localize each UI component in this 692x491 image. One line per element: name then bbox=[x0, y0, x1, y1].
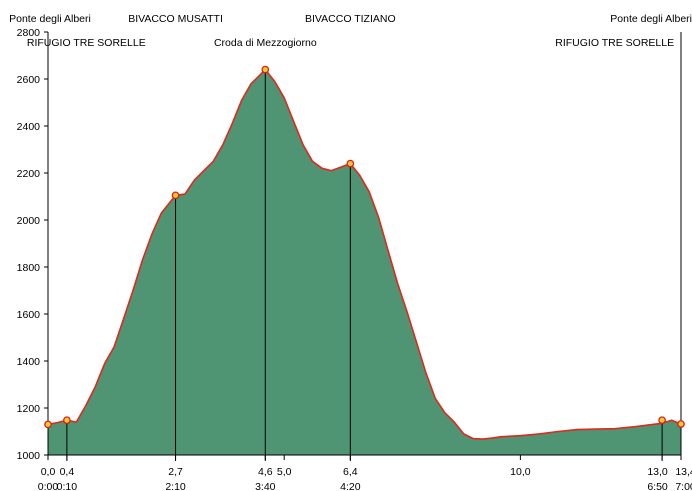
waypoint-marker bbox=[63, 416, 71, 425]
waypoint-marker bbox=[261, 65, 270, 74]
waypoint-name-label: BIVACCO MUSATTI bbox=[128, 13, 223, 25]
time-label: 7:00 bbox=[675, 481, 692, 491]
waypoint-marker bbox=[677, 420, 685, 428]
time-label: 0:10 bbox=[57, 481, 78, 491]
y-tick-label: 2800 bbox=[17, 27, 41, 39]
y-tick-label: 2000 bbox=[17, 215, 41, 227]
time-label: 6:50 bbox=[647, 481, 668, 491]
y-tick-label: 1800 bbox=[17, 262, 41, 274]
x-tick-label: 5,0 bbox=[277, 466, 292, 478]
distance-label: 0,0 bbox=[41, 466, 56, 478]
waypoint-marker bbox=[658, 416, 666, 425]
time-label: 0:00 bbox=[38, 481, 59, 491]
distance-label: 4,6 bbox=[258, 466, 273, 478]
y-tick-label: 2600 bbox=[17, 74, 41, 86]
time-label: 2:10 bbox=[165, 481, 186, 491]
y-tick-label: 1000 bbox=[17, 450, 41, 462]
waypoint-marker bbox=[171, 191, 180, 200]
waypoint-name-label: BIVACCO TIZIANO bbox=[305, 13, 396, 25]
distance-label: 2,7 bbox=[168, 466, 183, 478]
time-label: 3:40 bbox=[255, 481, 276, 491]
distance-label: 13,4 bbox=[675, 466, 692, 478]
waypoint-marker bbox=[44, 420, 52, 429]
waypoint-name-label: RIFUGIO TRE SORELLE bbox=[555, 37, 674, 49]
profile-line bbox=[47, 68, 682, 440]
profile-area bbox=[48, 69, 681, 455]
y-tick-label: 1600 bbox=[17, 309, 41, 321]
waypoint-name-label: Croda di Mezzogiorno bbox=[214, 37, 317, 49]
profile-area-group bbox=[47, 68, 682, 455]
axes-group: 1000 1200 1400 1600 1800 2000 2200 2400 2600 2800… bbox=[17, 27, 692, 491]
distance-label: 6,4 bbox=[343, 466, 358, 478]
waypoint-labels-group: Ponte degli Alberi RIFUGIO TRE SORELLE BIV… bbox=[9, 13, 692, 49]
waypoint-name-label: Ponte degli Alberi bbox=[9, 13, 91, 25]
x-tick-label: 10,0 bbox=[510, 466, 531, 478]
time-label: 4:20 bbox=[340, 481, 361, 491]
waypoint-marker bbox=[346, 159, 355, 168]
y-tick-label: 2200 bbox=[17, 168, 41, 180]
y-tick-label: 2400 bbox=[17, 121, 41, 133]
waypoint-name-label: Ponte degli Alberi bbox=[610, 13, 692, 25]
waypoint-name-label: RIFUGIO TRE SORELLE bbox=[27, 37, 146, 49]
distance-label: 13,0 bbox=[647, 466, 668, 478]
waypoint-lines-group bbox=[66, 69, 663, 461]
y-tick-label: 1400 bbox=[17, 356, 41, 368]
distance-label: 0,4 bbox=[60, 466, 75, 478]
y-tick-label: 1200 bbox=[17, 403, 41, 415]
waypoint-markers-group bbox=[44, 65, 685, 429]
